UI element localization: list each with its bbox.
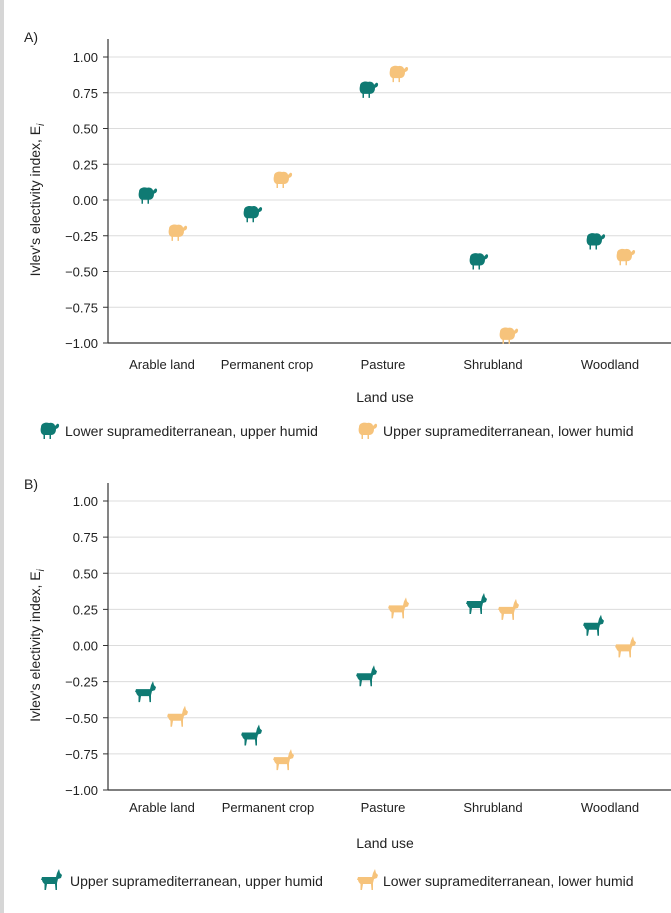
chart-panel-b: B) 1.00 0.75 0.50 0.25 0.00 −0.25 −0.50 −0.75 −1.…: [24, 476, 671, 890]
y-tick-label: 0.25: [73, 602, 98, 617]
y-tick-label: 1.00: [73, 494, 98, 509]
sheep-marker: [616, 248, 636, 266]
x-tick-label: Arable land: [129, 357, 195, 372]
y-tick-label: 0.00: [73, 639, 98, 654]
sheep-marker: [168, 224, 188, 241]
x-axis-label: Land use: [356, 389, 414, 405]
goat-marker: [241, 724, 262, 746]
y-tick-label: 1.00: [73, 50, 98, 65]
sheep-marker: [499, 327, 519, 344]
y-tick-label: 0.50: [73, 566, 98, 581]
x-tick-label: Woodland: [581, 357, 639, 372]
legend-entry-label: Upper supramediterranean, upper humid: [70, 873, 323, 889]
sheep-marker: [273, 171, 293, 188]
sheep-marker: [243, 205, 263, 223]
legend-entry-label: Upper supramediterranean, lower humid: [383, 423, 634, 439]
y-axis-label-text: Ivlev's electivity index, E: [27, 126, 43, 277]
y-tick-label: 0.75: [73, 530, 98, 545]
x-tick-label: Permanent crop: [221, 357, 314, 372]
goat-marker: [167, 705, 188, 727]
goat-marker: [135, 681, 156, 703]
x-tick-label: Permanent crop: [222, 800, 315, 815]
chart-panel-a: A) 1.00 0.75 0.50 0.25 0.00 −0.25 −0.50 −0.75 −1.…: [24, 29, 671, 439]
y-axis-label-text: Ivlev's electivity index, E: [27, 571, 43, 722]
y-axis-label-subscript: i: [36, 568, 47, 571]
y-tick-label: −0.25: [65, 675, 98, 690]
legend-entry-label: Lower supramediterranean, lower humid: [383, 873, 634, 889]
y-tick-label: −0.75: [65, 300, 98, 315]
sheep-marker: [359, 81, 379, 98]
goat-marker: [356, 665, 377, 687]
y-axis-label-subscript: i: [36, 123, 47, 126]
legend-entry-label: Lower supramediterranean, upper humid: [65, 423, 318, 439]
y-axis-label: Ivlev's electivity index, Ei: [27, 568, 47, 722]
x-tick-label: Shrubland: [463, 357, 522, 372]
y-axis-label: Ivlev's electivity index, Ei: [27, 123, 47, 277]
legend-goat-icon: [357, 869, 378, 890]
sheep-marker: [389, 65, 409, 83]
y-tick-label: −1.00: [65, 783, 98, 798]
x-tick-label: Pasture: [361, 800, 406, 815]
y-tick-label: −1.00: [65, 336, 98, 351]
y-tick-label: −0.75: [65, 747, 98, 762]
goat-marker: [388, 597, 409, 619]
x-tick-label: Shrubland: [463, 800, 522, 815]
sheep-marker: [586, 233, 606, 250]
y-tick-label: −0.25: [65, 229, 98, 244]
goat-marker: [615, 636, 636, 658]
y-tick-label: −0.50: [65, 265, 98, 280]
y-tick-label: 0.00: [73, 193, 98, 208]
y-tick-label: 0.50: [73, 122, 98, 137]
y-tick-label: 0.75: [73, 86, 98, 101]
x-axis-label: Land use: [356, 835, 414, 851]
y-tick-label: −0.50: [65, 711, 98, 726]
panel-label: A): [24, 29, 38, 45]
x-tick-label: Woodland: [581, 800, 639, 815]
goat-marker: [583, 614, 604, 636]
legend-sheep-icon: [40, 422, 60, 439]
x-tick-label: Pasture: [361, 357, 406, 372]
legend-goat-icon: [41, 869, 62, 890]
sheep-marker: [138, 187, 158, 204]
goat-marker: [498, 598, 519, 620]
x-tick-label: Arable land: [129, 800, 195, 815]
goat-marker: [273, 749, 294, 771]
panel-label: B): [24, 476, 38, 492]
sheep-marker: [469, 253, 489, 270]
y-tick-label: 0.25: [73, 157, 98, 172]
goat-marker: [466, 593, 487, 615]
legend-sheep-icon: [358, 422, 378, 439]
